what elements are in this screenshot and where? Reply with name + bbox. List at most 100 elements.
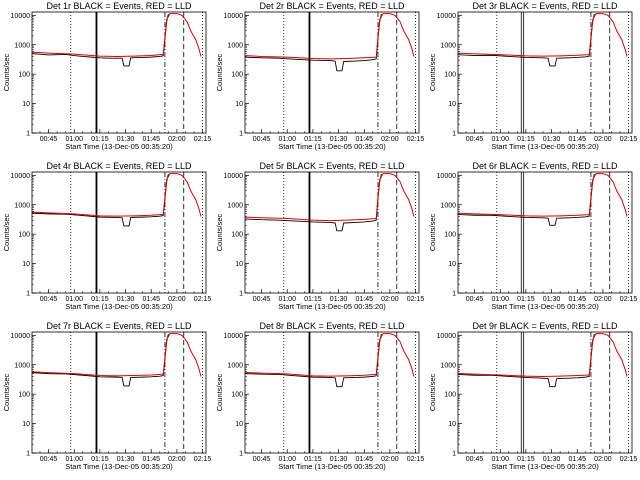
y-tick-label: 1000 xyxy=(440,202,456,209)
y-tick-label: 1 xyxy=(452,291,456,298)
y-tick-label: 10000 xyxy=(224,173,244,180)
series-lld-line xyxy=(458,13,628,57)
plot-frame xyxy=(31,171,207,294)
y-tick-label: 10000 xyxy=(11,333,31,340)
x-tick-label: 01:15 xyxy=(91,296,109,303)
panel-chart-svg: Det 2r BLACK = Events, RED = LLD 1 10 100 10… xyxy=(215,1,425,151)
y-tick-label: 1000 xyxy=(440,362,456,369)
panel-title: Det 8r BLACK = Events, RED = LLD xyxy=(259,321,405,331)
panel-title: Det 5r BLACK = Events, RED = LLD xyxy=(259,161,405,171)
x-tick-label: 02:15 xyxy=(620,456,638,463)
panel-title: Det 9r BLACK = Events, RED = LLD xyxy=(472,321,618,331)
y-tick-label: 100 xyxy=(444,72,456,79)
plot-frame xyxy=(457,331,633,454)
y-axis-label: Counts/sec xyxy=(215,373,224,411)
panel-chart-svg: Det 9r BLACK = Events, RED = LLD 1 10 100 10… xyxy=(428,321,638,471)
y-tick-label: 100 xyxy=(18,72,30,79)
panel-chart-svg: Det 3r BLACK = Events, RED = LLD 1 10 100 10… xyxy=(428,1,638,151)
series-events-line xyxy=(32,174,169,227)
y-tick-label: 1 xyxy=(26,291,30,298)
x-tick-label: 01:30 xyxy=(330,296,348,303)
panel-title: Det 7r BLACK = Events, RED = LLD xyxy=(46,321,192,331)
x-tick-label: 01:00 xyxy=(278,296,296,303)
plot-frame xyxy=(244,171,420,294)
x-tick-label: 02:15 xyxy=(194,296,212,303)
x-tick-label: 02:00 xyxy=(594,456,612,463)
y-tick-label: 100 xyxy=(444,232,456,239)
series-events-line xyxy=(32,334,169,387)
panel-title: Det 6r BLACK = Events, RED = LLD xyxy=(472,161,618,171)
series-lld-line xyxy=(245,333,415,377)
x-tick-label: 02:15 xyxy=(194,456,212,463)
x-tick-label: 01:45 xyxy=(142,456,160,463)
plot-frame xyxy=(244,11,420,134)
x-tick-label: 01:45 xyxy=(355,456,373,463)
x-axis-label: Start Time (13-Dec-05 00:35:20) xyxy=(65,142,173,151)
plot-frame xyxy=(457,11,633,134)
x-tick-label: 02:15 xyxy=(407,136,425,143)
x-tick-label: 01:00 xyxy=(278,456,296,463)
x-tick-label: 01:30 xyxy=(330,136,348,143)
x-tick-label: 01:00 xyxy=(278,136,296,143)
x-tick-label: 01:15 xyxy=(304,456,322,463)
x-tick-label: 01:15 xyxy=(517,456,535,463)
x-axis-label: Start Time (13-Dec-05 00:35:20) xyxy=(65,302,173,311)
x-tick-label: 02:00 xyxy=(168,136,186,143)
plot-frame xyxy=(244,331,420,454)
y-tick-label: 10000 xyxy=(437,333,457,340)
y-tick-label: 100 xyxy=(231,392,243,399)
x-tick-label: 00:45 xyxy=(253,296,271,303)
series-lld-line xyxy=(245,173,415,222)
x-tick-label: 01:15 xyxy=(517,136,535,143)
x-tick-label: 00:45 xyxy=(40,456,58,463)
panel-title: Det 2r BLACK = Events, RED = LLD xyxy=(259,1,405,11)
y-tick-label: 100 xyxy=(231,232,243,239)
plot-frame xyxy=(31,11,207,134)
y-axis-label: Counts/sec xyxy=(428,373,437,411)
y-tick-label: 1 xyxy=(239,451,243,458)
y-tick-label: 1000 xyxy=(440,42,456,49)
x-tick-label: 00:45 xyxy=(253,456,271,463)
x-tick-label: 02:15 xyxy=(620,136,638,143)
x-tick-label: 01:00 xyxy=(491,456,509,463)
x-tick-label: 02:15 xyxy=(620,296,638,303)
x-tick-label: 01:00 xyxy=(491,136,509,143)
x-tick-label: 02:00 xyxy=(168,296,186,303)
panel-chart-svg: Det 6r BLACK = Events, RED = LLD 1 10 100 10… xyxy=(428,161,638,311)
series-events-line xyxy=(458,14,595,67)
x-tick-label: 01:45 xyxy=(568,456,586,463)
x-tick-label: 00:45 xyxy=(40,296,58,303)
series-lld-line xyxy=(245,13,415,60)
x-axis-label: Start Time (13-Dec-05 00:35:20) xyxy=(278,462,386,471)
panel-chart-svg: Det 5r BLACK = Events, RED = LLD 1 10 100 10… xyxy=(215,161,424,311)
x-axis-label: Start Time (13-Dec-05 00:35:20) xyxy=(278,302,386,311)
x-tick-label: 01:00 xyxy=(491,296,509,303)
y-tick-label: 1000 xyxy=(227,202,243,209)
series-events-line xyxy=(458,174,595,226)
detector-panel-7: Det 7r BLACK = Events, RED = LLD 1 10 100 10… xyxy=(0,320,213,480)
x-tick-label: 01:30 xyxy=(543,456,561,463)
panel-chart-svg: Det 7r BLACK = Events, RED = LLD 1 10 100 10… xyxy=(2,321,212,471)
x-tick-label: 01:30 xyxy=(543,296,561,303)
series-events-line xyxy=(458,334,595,388)
detector-panel-6: Det 6r BLACK = Events, RED = LLD 1 10 100 10… xyxy=(426,160,639,320)
y-tick-label: 1000 xyxy=(14,202,30,209)
x-tick-label: 02:15 xyxy=(407,456,425,463)
detector-panel-9: Det 9r BLACK = Events, RED = LLD 1 10 100 10… xyxy=(426,320,639,480)
panel-chart-svg: Det 1r BLACK = Events, RED = LLD 1 10 100 10… xyxy=(2,1,211,151)
y-tick-label: 10 xyxy=(448,101,456,108)
x-tick-label: 00:45 xyxy=(40,136,58,143)
y-tick-label: 10 xyxy=(235,101,243,108)
detector-panel-1: Det 1r BLACK = Events, RED = LLD 1 10 100 10… xyxy=(0,0,213,160)
panel-chart-svg: Det 8r BLACK = Events, RED = LLD 1 10 100 10… xyxy=(215,321,425,471)
plot-frame xyxy=(31,331,207,454)
y-tick-label: 100 xyxy=(18,232,30,239)
series-lld-line xyxy=(32,13,202,57)
x-tick-label: 01:45 xyxy=(568,136,586,143)
y-tick-label: 100 xyxy=(231,72,243,79)
y-tick-label: 100 xyxy=(18,392,30,399)
x-tick-label: 01:00 xyxy=(65,296,83,303)
y-tick-label: 1000 xyxy=(227,42,243,49)
x-tick-label: 01:30 xyxy=(543,136,561,143)
